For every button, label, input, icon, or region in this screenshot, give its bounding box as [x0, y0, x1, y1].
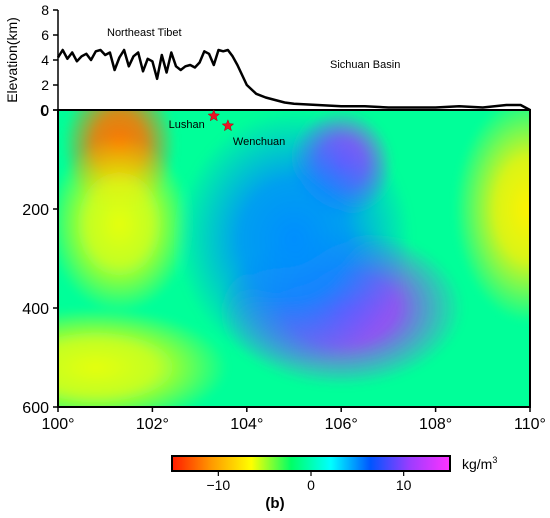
depth-tick-label-0: 0 — [40, 103, 49, 120]
lon-tick-label-1: 102° — [136, 416, 169, 433]
colorbar: −10 0 10 kg/m3 — [171, 455, 497, 493]
colorbar-bar — [171, 455, 451, 472]
anomaly-blob-1 — [58, 134, 191, 313]
lon-tick-label-0: 100° — [41, 416, 74, 433]
colorbar-tick-label-0: −10 — [206, 477, 230, 493]
elevation-tick-label-2: 4 — [41, 52, 49, 68]
lon-tick-label-3: 106° — [325, 416, 358, 433]
heatmap-anomaly-field — [58, 110, 530, 407]
figure-label: (b) — [265, 495, 284, 512]
earthquake-markers: Lushan Wenchuan — [169, 109, 285, 148]
colorbar-tick-label-2: 10 — [396, 477, 412, 493]
elevation-tick-label-3: 6 — [41, 27, 49, 43]
annotation-northeast-tibet: Northeast Tibet — [107, 27, 182, 39]
colorbar-ticks: −10 0 10 — [206, 471, 412, 493]
elevation-tick-label-0: 0 — [41, 102, 49, 118]
annotation-sichuan-basin: Sichuan Basin — [330, 59, 400, 71]
elevation-y-ticks: 0 2 4 6 8 — [41, 2, 58, 118]
marker-star-lushan — [207, 109, 221, 122]
marker-star-wenchuan — [221, 119, 235, 132]
anomaly-blob-6 — [176, 110, 412, 368]
colorbar-unit-superscript: 3 — [492, 455, 497, 465]
colorbar-unit-label: kg/m3 — [462, 455, 497, 472]
lon-tick-label-5: 110° — [514, 416, 546, 433]
lon-tick-label-4: 108° — [419, 416, 452, 433]
depth-tick-label-1: 200 — [22, 202, 49, 219]
lon-tick-label-2: 104° — [230, 416, 263, 433]
elevation-tick-label-1: 2 — [41, 77, 49, 93]
colorbar-unit-base: kg/m — [462, 456, 492, 472]
heatmap-y-ticks: 0 200 400 600 — [22, 103, 58, 417]
heatmap-frame — [57, 109, 531, 408]
anomaly-blob-2 — [454, 110, 530, 323]
marker-label-wenchuan: Wenchuan — [233, 136, 285, 148]
elevation-tick-label-4: 8 — [41, 2, 49, 18]
anomaly-blob-3 — [58, 308, 228, 407]
elevation-y-label: Elevation(km) — [4, 17, 20, 103]
depth-tick-label-3: 600 — [22, 400, 49, 417]
marker-label-lushan: Lushan — [169, 119, 205, 131]
depth-tick-label-2: 400 — [22, 301, 49, 318]
elevation-profile-line — [56, 48, 531, 112]
elevation-panel: 0 2 4 6 8 Elevation(km) Northeast Tibet Sich… — [4, 2, 531, 118]
heatmap-panel: 0 200 400 600 100° 102° 104° 106° 108° 110° Lush… — [22, 103, 546, 433]
colorbar-tick-label-1: 0 — [307, 477, 315, 493]
heatmap-x-ticks: 100° 102° 104° 106° 108° 110° — [41, 407, 546, 433]
